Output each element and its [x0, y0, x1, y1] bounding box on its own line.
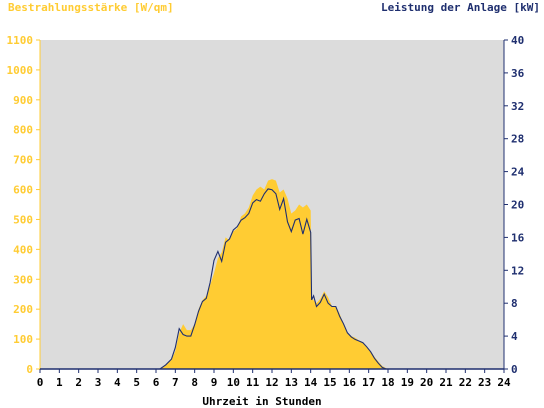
power-layer [40, 188, 504, 370]
x-tick-label: 9 [211, 376, 218, 389]
x-tick-label: 6 [153, 376, 160, 389]
x-tick-label: 13 [285, 376, 298, 389]
y-left-tick-label: 1000 [7, 64, 34, 77]
x-tick-label: 3 [95, 376, 102, 389]
y-left-tick-label: 200 [13, 303, 33, 316]
x-tick-label: 16 [343, 376, 357, 389]
y-right-tick-label: 36 [511, 67, 525, 80]
x-tick-label: 23 [478, 376, 491, 389]
y-left-tick-label: 300 [13, 273, 33, 286]
y-left-tick-label: 500 [13, 213, 33, 226]
x-tick-label: 10 [227, 376, 240, 389]
y-right-tick-label: 20 [511, 199, 524, 212]
right-axis-title: Leistung der Anlage [kW] [381, 1, 540, 14]
y-right-tick-label: 16 [511, 231, 525, 244]
x-tick-label: 2 [75, 376, 82, 389]
x-axis-title: Uhrzeit in Stunden [202, 395, 321, 408]
y-right-tick-label: 12 [511, 264, 524, 277]
left-axis-title: Bestrahlungsstärke [W/qm] [8, 1, 174, 14]
y-left-tick-label: 1100 [7, 34, 34, 47]
x-tick-label: 14 [304, 376, 318, 389]
y-right-tick-label: 40 [511, 34, 524, 47]
y-left-tick-label: 700 [13, 154, 33, 167]
axes-layer: 0100200300400500600700800900100011000481… [7, 34, 525, 389]
power-line [40, 188, 504, 370]
irradiance-area [40, 179, 504, 369]
y-left-tick-label: 100 [13, 333, 33, 346]
x-tick-label: 4 [114, 376, 121, 389]
y-right-tick-label: 8 [511, 297, 518, 310]
y-right-tick-label: 24 [511, 166, 525, 179]
y-left-tick-label: 400 [13, 243, 33, 256]
x-tick-label: 5 [133, 376, 140, 389]
y-right-tick-label: 0 [511, 363, 518, 376]
x-tick-label: 20 [420, 376, 433, 389]
x-tick-label: 7 [172, 376, 179, 389]
y-left-tick-label: 800 [13, 124, 33, 137]
x-tick-label: 12 [265, 376, 278, 389]
y-right-tick-label: 28 [511, 133, 524, 146]
x-tick-label: 21 [439, 376, 453, 389]
x-tick-label: 18 [381, 376, 394, 389]
y-right-tick-label: 32 [511, 100, 524, 113]
y-left-tick-label: 600 [13, 184, 33, 197]
x-tick-label: 24 [497, 376, 511, 389]
irradiance-layer [40, 179, 504, 369]
x-tick-label: 1 [56, 376, 63, 389]
x-tick-label: 8 [191, 376, 198, 389]
x-tick-label: 11 [246, 376, 260, 389]
x-tick-label: 15 [323, 376, 336, 389]
x-tick-label: 17 [362, 376, 375, 389]
y-left-tick-label: 0 [26, 363, 33, 376]
y-left-tick-label: 900 [13, 94, 33, 107]
x-tick-label: 22 [459, 376, 472, 389]
x-tick-label: 0 [37, 376, 44, 389]
x-tick-label: 19 [401, 376, 414, 389]
y-right-tick-label: 4 [511, 330, 518, 343]
